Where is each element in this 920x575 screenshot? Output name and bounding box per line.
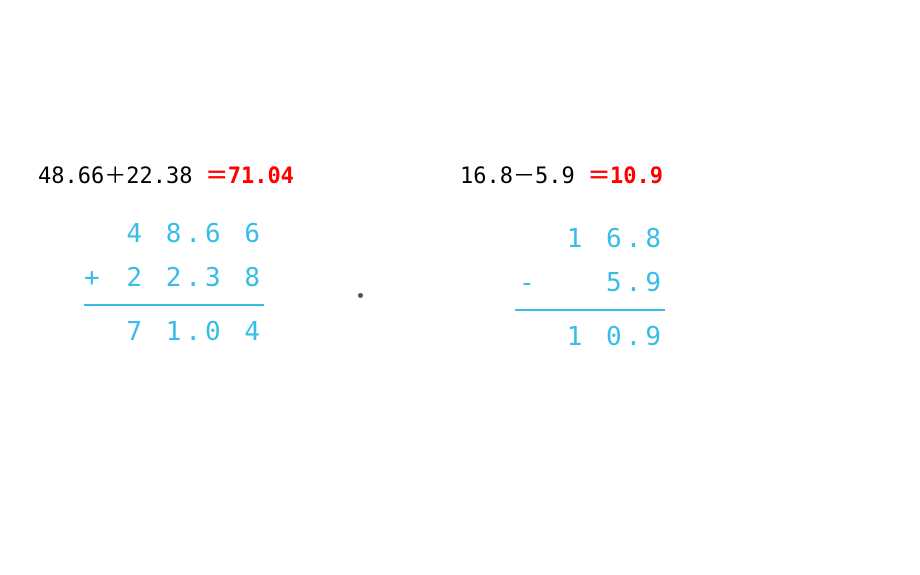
problem-2-row2-num: 5.9 xyxy=(606,268,665,298)
problem-2-lhs: 16.8－5.9 xyxy=(460,164,575,189)
problem-1-row2-num: 2 2.3 8 xyxy=(126,263,264,293)
problem-1-result: 7 1.0 4 xyxy=(104,310,264,354)
problem-2-row1: 1 6.8 xyxy=(525,217,665,261)
problem-2-answer: ＝10.9 xyxy=(588,164,663,189)
problem-1-answer: ＝71.04 xyxy=(206,164,294,189)
problem-2-result: 1 0.9 xyxy=(525,315,665,359)
problem-2-header: 16.8－5.9 ＝10.9 xyxy=(460,158,663,190)
problem-1-row2: + 2 2.3 8 xyxy=(104,256,264,300)
problem-1-hline xyxy=(84,304,264,306)
problem-1-work: 4 8.6 6 + 2 2.3 8 7 1.0 4 xyxy=(104,212,264,355)
problem-1-lhs: 48.66＋22.38 xyxy=(38,164,192,189)
problem-2-work: 1 6.8 - 5.9 1 0.9 xyxy=(525,217,665,360)
problem-1-header: 48.66＋22.38 ＝71.04 xyxy=(38,158,294,190)
center-dot xyxy=(358,293,363,298)
problem-2-operator: - xyxy=(519,261,539,305)
problem-1-operator: + xyxy=(84,256,104,300)
problem-2-hline xyxy=(515,309,665,311)
problem-1-row1: 4 8.6 6 xyxy=(104,212,264,256)
problem-2-row2: - 5.9 xyxy=(525,261,665,305)
